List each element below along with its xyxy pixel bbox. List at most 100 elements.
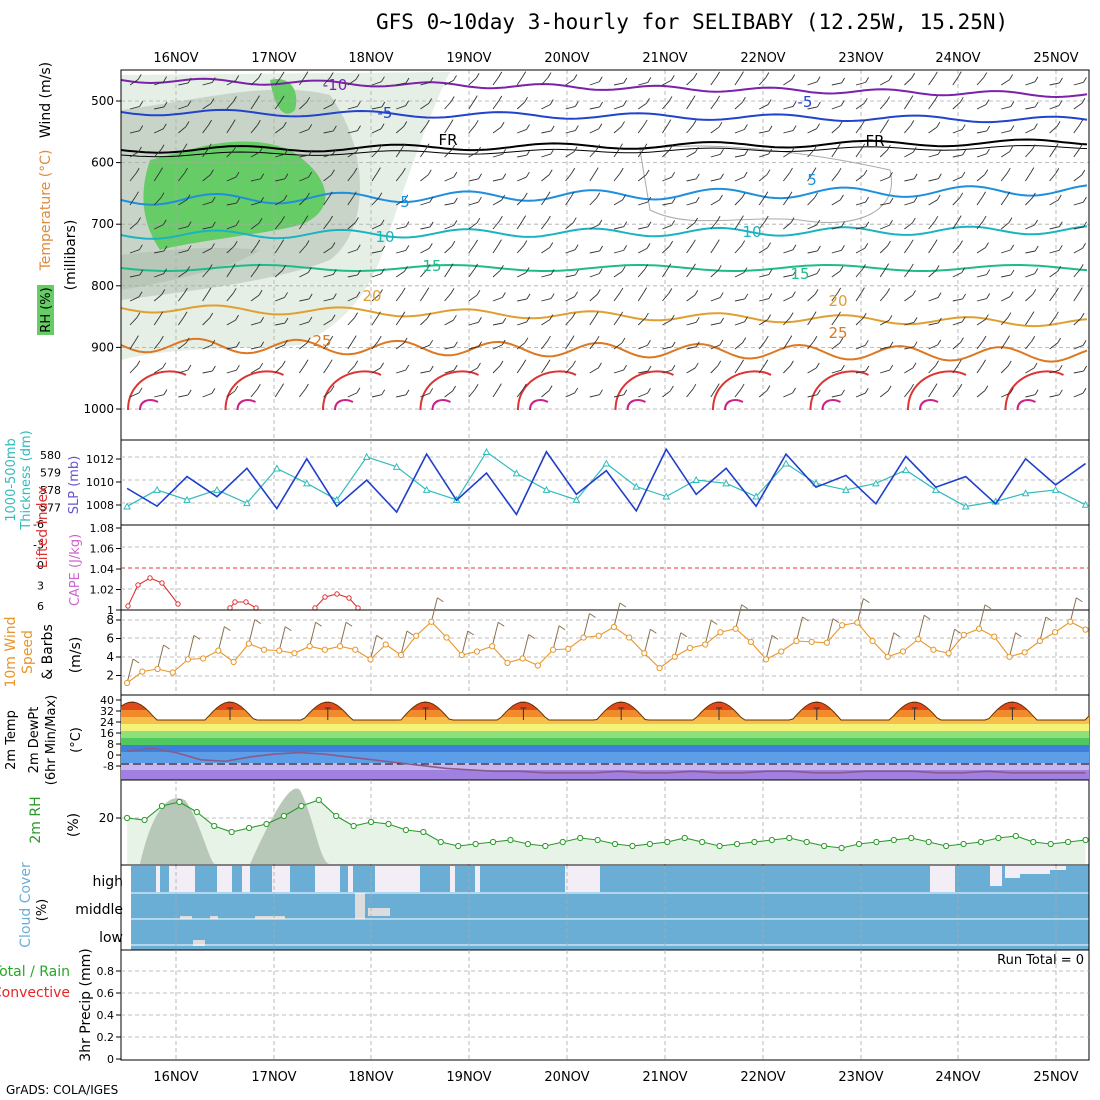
- isotherm-30: [614, 370, 674, 411]
- wind-barb: [886, 96, 891, 102]
- wind-barb: [546, 191, 551, 197]
- wind10-line-point: [626, 634, 633, 641]
- wind-barb: [816, 389, 821, 395]
- wind-barb: [323, 153, 334, 158]
- wind-barb: [371, 294, 380, 302]
- wind-barb: [1081, 98, 1086, 104]
- wind-barb: [910, 120, 915, 126]
- lifted-index-line-point: [125, 603, 131, 609]
- wind-barb: [879, 124, 887, 134]
- y-tick-label: 0.4: [97, 1009, 115, 1022]
- wind-barb: [178, 250, 189, 254]
- wind-barb: [231, 263, 236, 269]
- wind-barb: [347, 317, 355, 326]
- wind-barb: [695, 196, 700, 203]
- wind-barb: [879, 245, 888, 254]
- wind-barb: [396, 226, 407, 230]
- rh2m-line-point: [524, 840, 532, 848]
- wind-barb: [380, 123, 385, 130]
- wind-barb: [693, 72, 698, 79]
- wind-barb: [355, 217, 359, 223]
- wind10-line-point: [991, 633, 998, 640]
- wind10-line-point: [1067, 618, 1074, 625]
- wind-barb: [1073, 148, 1080, 158]
- wind-barb: [137, 217, 141, 223]
- wind-barb: [952, 245, 960, 254]
- wind-barb: [1009, 291, 1014, 297]
- wind-barb: [694, 362, 699, 369]
- wind-barb: [235, 171, 240, 178]
- wind-barb: [492, 178, 503, 182]
- isotherm-35: [626, 399, 646, 411]
- wind-barb-10m: [802, 616, 809, 622]
- wind10-line-point: [367, 656, 374, 663]
- thickness-line-point: [692, 475, 701, 484]
- wind-barb: [281, 216, 285, 222]
- wind-barb: [621, 337, 626, 344]
- wind-barb: [280, 239, 285, 245]
- rh2m-line-point: [315, 796, 322, 804]
- wind-barb: [807, 149, 815, 158]
- rh-shade-gray: [121, 247, 260, 290]
- wind-barb: [855, 344, 866, 350]
- wind-barb: [477, 362, 481, 369]
- wind-barb: [329, 335, 334, 342]
- wind-barb: [178, 199, 188, 206]
- wind-barb: [211, 243, 215, 249]
- wind-barb: [783, 317, 791, 326]
- wind-barb: [153, 149, 162, 158]
- wind-barb: [250, 222, 260, 230]
- wind-barb: [139, 244, 143, 250]
- wind-barb-10m: [741, 604, 748, 610]
- wind-barb: [686, 222, 695, 230]
- wind-barb: [395, 172, 403, 182]
- wind-barb: [1073, 392, 1084, 398]
- x-tick-label-bottom: 22NOV: [740, 1070, 785, 1085]
- wind-barb: [710, 244, 717, 254]
- wind-barb: [183, 143, 188, 149]
- wind-barb: [284, 339, 288, 346]
- wind-barb: [1049, 105, 1060, 110]
- wind-barb: [662, 176, 672, 182]
- wind-barb: [662, 390, 671, 398]
- wind-barb: [1049, 226, 1060, 230]
- wind-barb: [1049, 199, 1059, 206]
- wind-barb: [163, 268, 168, 274]
- wind10-line-point: [641, 650, 648, 657]
- wind-barb: [589, 172, 596, 182]
- cloud-level-label: low: [99, 930, 123, 946]
- thickness-line-point: [931, 485, 940, 493]
- wind-barb: [1025, 172, 1032, 182]
- cloud-high-block: [1020, 866, 1050, 874]
- wind-barb: [937, 292, 942, 298]
- cloud-unit: (%): [35, 899, 50, 922]
- wind-barb: [596, 192, 601, 198]
- wind-barb: [928, 199, 938, 206]
- wind-barb: [598, 219, 603, 226]
- wind-barb: [468, 178, 479, 182]
- wind-barb: [526, 293, 531, 300]
- wind-barb: [502, 149, 507, 155]
- wind-barb: [1025, 316, 1032, 326]
- wind10-line-point: [443, 634, 450, 641]
- wind-barb: [961, 267, 966, 273]
- wind-barb: [792, 269, 797, 276]
- wind-barb: [985, 99, 990, 105]
- wind-barb: [669, 385, 674, 392]
- thickness-line-point: [901, 466, 910, 474]
- wind-barb: [928, 297, 939, 302]
- cloud-high-block: [1048, 866, 1066, 870]
- wind-barb: [427, 169, 432, 176]
- wind-barb: [404, 266, 408, 272]
- wind-barb: [879, 319, 890, 326]
- wind-barb: [449, 263, 454, 269]
- wind-barb: [1081, 169, 1086, 176]
- wind-barb: [741, 240, 746, 246]
- wind-barb: [185, 121, 190, 127]
- wind-barb: [420, 317, 428, 326]
- wind-barb: [637, 247, 648, 254]
- wind-barb-10m: [406, 630, 414, 636]
- y-tick-label: 0: [107, 749, 114, 762]
- wind-barb: [671, 171, 676, 178]
- wind-barb-10m: [187, 635, 195, 660]
